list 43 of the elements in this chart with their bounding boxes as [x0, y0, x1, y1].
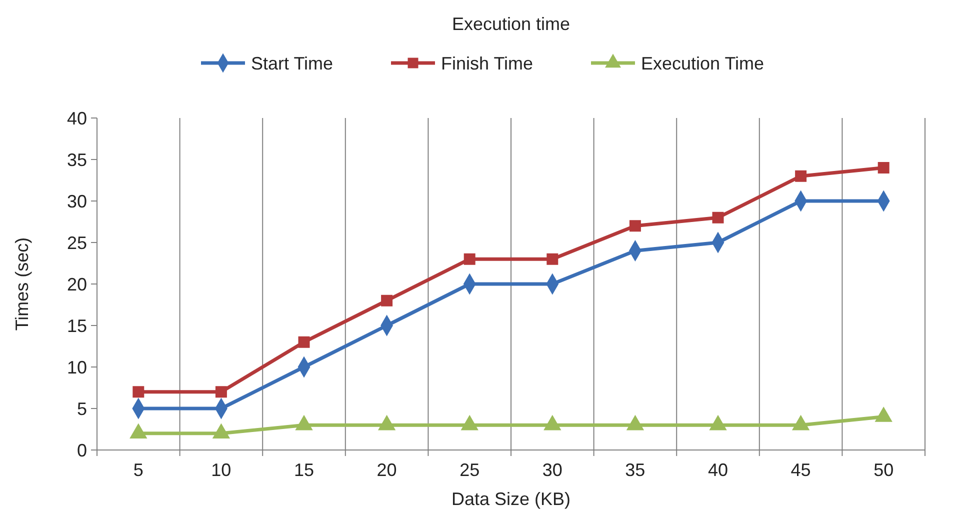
y-tick-label: 40 — [66, 108, 87, 128]
x-axis-title: Data Size (KB) — [451, 489, 571, 509]
point — [461, 415, 478, 430]
point — [381, 294, 393, 306]
legend-label: Execution Time — [641, 53, 764, 74]
point — [792, 415, 810, 430]
legend-label: Start Time — [251, 53, 334, 74]
x-tick-label: 15 — [294, 460, 314, 480]
y-tick-label: 15 — [66, 316, 87, 336]
y-tick-label: 10 — [66, 357, 87, 378]
x-tick-label: 40 — [708, 460, 728, 480]
y-tick-label: 30 — [66, 191, 87, 212]
point — [626, 415, 644, 430]
point — [296, 415, 312, 430]
chart-title: Execution time — [452, 14, 570, 34]
point — [546, 253, 558, 265]
point — [544, 415, 561, 430]
point — [130, 424, 147, 438]
point — [878, 162, 890, 174]
x-tick-label: 10 — [211, 460, 232, 480]
point — [378, 415, 396, 430]
x-tick-label: 5 — [133, 460, 144, 480]
x-tick-label: 50 — [874, 460, 894, 480]
x-tick-label: 35 — [625, 460, 646, 480]
y-tick-label: 5 — [76, 398, 87, 419]
x-tick-label: 45 — [790, 460, 811, 480]
point — [464, 253, 476, 265]
point — [875, 407, 892, 422]
point — [710, 415, 726, 430]
x-tick-label: 30 — [542, 460, 562, 480]
x-tick-label: 25 — [460, 460, 480, 480]
point — [712, 212, 724, 224]
point — [212, 424, 230, 438]
y-tick-label: 35 — [66, 150, 87, 170]
legend-label: Finish Time — [441, 53, 534, 74]
y-tick-label: 20 — [66, 274, 87, 294]
y-tick-label: 25 — [66, 232, 87, 253]
x-tick-label: 20 — [376, 460, 397, 480]
y-tick-label: 0 — [76, 440, 87, 460]
y-axis-title: Times (sec) — [12, 237, 32, 331]
point — [629, 220, 641, 232]
point — [298, 336, 310, 348]
point — [795, 170, 807, 182]
